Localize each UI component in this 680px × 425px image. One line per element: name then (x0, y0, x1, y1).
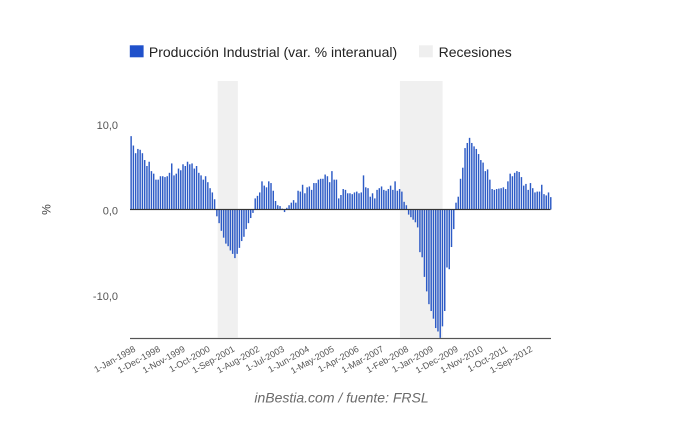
svg-text:%: % (40, 204, 54, 215)
svg-text:-10,0: -10,0 (93, 291, 118, 303)
svg-text:10,0: 10,0 (97, 120, 118, 132)
svg-text:Producción Industrial (var. %: Producción Industrial (var. % interanual… (149, 44, 397, 60)
svg-text:Recesiones: Recesiones (439, 44, 512, 60)
svg-text:inBestia.com / fuente: FRSL: inBestia.com / fuente: FRSL (254, 390, 428, 406)
svg-text:0,0: 0,0 (103, 206, 118, 218)
